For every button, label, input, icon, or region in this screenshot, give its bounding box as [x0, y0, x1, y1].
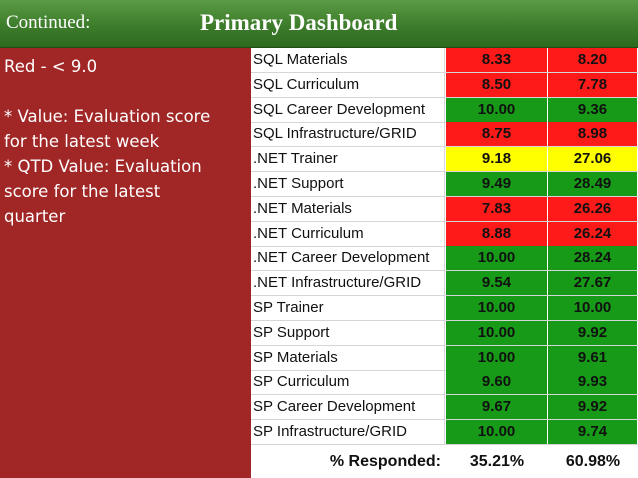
qtd-value-cell: 10.00	[548, 296, 638, 320]
table-row: SP Support 10.00 9.92	[251, 320, 638, 346]
value-cell: 9.18	[446, 147, 548, 172]
value-cell: 8.50	[446, 72, 548, 97]
qtd-value-cell: 8.20	[548, 48, 638, 72]
qtd-value-cell: 9.93	[548, 370, 638, 395]
value-cell: 10.00	[446, 345, 548, 370]
note-spacer	[4, 79, 247, 104]
row-label: SQL Infrastructure/GRID	[251, 122, 445, 147]
table-row: SQL Materials 8.33 8.20	[251, 48, 638, 73]
table-row: SP Career Development 9.67 9.92	[251, 395, 638, 421]
note-line: Red - < 9.0	[4, 57, 98, 76]
table-row: SQL Infrastructure/GRID 8.75 8.98	[251, 122, 638, 148]
qtd-value-cell: 9.92	[548, 395, 638, 420]
row-label: .NET Materials	[251, 196, 445, 221]
table-row: SP Trainer 10.00 10.00	[251, 296, 638, 321]
row-label: SQL Career Development	[251, 97, 445, 122]
row-label: SP Career Development	[251, 395, 445, 420]
header-bar: Continued: Primary Dashboard	[0, 0, 638, 48]
table-row: .NET Materials 7.83 26.26	[251, 196, 638, 222]
qtd-value-cell: 9.61	[548, 345, 638, 370]
qtd-value-cell: 7.78	[548, 72, 638, 97]
responded-footer: % Responded: 35.21% 60.98%	[251, 445, 638, 478]
row-label: SP Materials	[251, 345, 445, 370]
qtd-value-cell: 9.74	[548, 420, 638, 444]
value-cell: 10.00	[446, 320, 548, 345]
qtd-value-cell: 27.06	[548, 147, 638, 172]
qtd-value-cell: 27.67	[548, 271, 638, 296]
row-label: SP Infrastructure/GRID	[251, 420, 445, 444]
qtd-value-cell: 28.49	[548, 172, 638, 196]
qtd-value-cell: 8.98	[548, 122, 638, 147]
value-cell: 7.83	[446, 196, 548, 221]
note-line: quarter	[4, 207, 66, 226]
value-cell: 9.49	[446, 172, 548, 196]
table-row: SP Materials 10.00 9.61	[251, 345, 638, 371]
qtd-value-cell: 26.24	[548, 221, 638, 246]
responded-label: % Responded:	[329, 453, 441, 470]
score-table: % Responded: 35.21% 60.98% SQL Materials…	[251, 48, 638, 478]
row-label: .NET Curriculum	[251, 221, 445, 246]
table-row: .NET Infrastructure/GRID 9.54 27.67	[251, 271, 638, 297]
value-cell: 10.00	[446, 420, 548, 444]
row-label: SP Support	[251, 320, 445, 345]
table-row: .NET Support 9.49 28.49	[251, 172, 638, 197]
qtd-value-cell: 26.26	[548, 196, 638, 221]
table-row: .NET Curriculum 8.88 26.24	[251, 221, 638, 247]
qtd-value-cell: 9.36	[548, 97, 638, 122]
note-line: for the latest week	[4, 132, 160, 151]
value-cell: 10.00	[446, 296, 548, 320]
value-cell: 8.33	[446, 48, 548, 72]
row-label: .NET Infrastructure/GRID	[251, 271, 445, 296]
header-prefix: Continued:	[6, 12, 91, 33]
qtd-value-cell: 28.24	[548, 246, 638, 271]
responded-value: 35.21%	[469, 453, 525, 470]
value-cell: 10.00	[446, 246, 548, 271]
row-label: SQL Curriculum	[251, 72, 445, 97]
note-line: * Value: Evaluation score	[4, 107, 211, 126]
value-cell: 9.54	[446, 271, 548, 296]
note-line: * QTD Value: Evaluation	[4, 157, 202, 176]
value-cell: 9.67	[446, 395, 548, 420]
row-label: .NET Career Development	[251, 246, 445, 271]
table-row: .NET Career Development 10.00 28.24	[251, 246, 638, 272]
table-row: SQL Curriculum 8.50 7.78	[251, 72, 638, 98]
row-label: SP Curriculum	[251, 370, 445, 395]
value-cell: 9.60	[446, 370, 548, 395]
table-row: SP Curriculum 9.60 9.93	[251, 370, 638, 396]
notes-panel: Red - < 9.0 * Value: Evaluation score fo…	[0, 48, 251, 478]
value-cell: 8.88	[446, 221, 548, 246]
value-cell: 10.00	[446, 97, 548, 122]
row-label: .NET Support	[251, 172, 445, 196]
value-cell: 8.75	[446, 122, 548, 147]
page-title: Primary Dashboard	[200, 10, 398, 35]
table-row: SP Infrastructure/GRID 10.00 9.74	[251, 420, 638, 445]
table-row: .NET Trainer 9.18 27.06	[251, 147, 638, 173]
row-label: SQL Materials	[251, 48, 445, 72]
qtd-value-cell: 9.92	[548, 320, 638, 345]
row-label: .NET Trainer	[251, 147, 445, 172]
table-row: SQL Career Development 10.00 9.36	[251, 97, 638, 123]
note-line: score for the latest	[4, 182, 161, 201]
row-label: SP Trainer	[251, 296, 445, 320]
responded-qtd-value: 60.98%	[565, 453, 621, 470]
